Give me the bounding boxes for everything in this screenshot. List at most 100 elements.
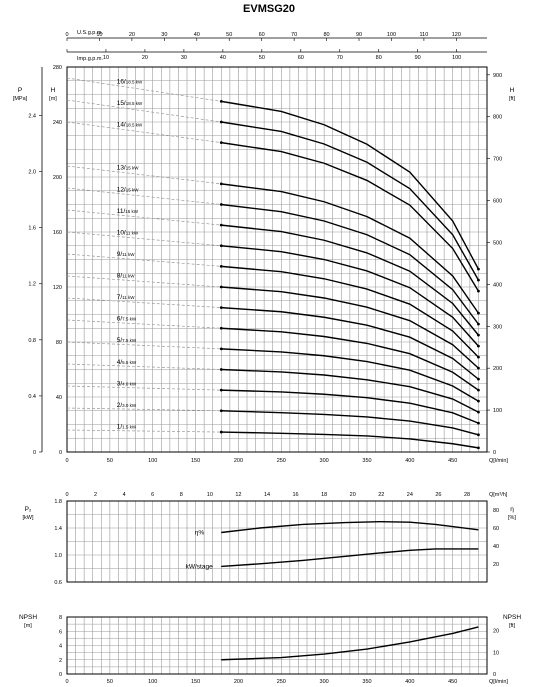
us-gpm-tick-label: 110: [420, 32, 429, 38]
curve-extension-stage-7: [66, 297, 222, 308]
head-curve-stage-14: [221, 141, 480, 292]
h-ft-tick-label: 800: [493, 115, 502, 121]
curve-extension-stage-16: [66, 77, 222, 102]
p-mpa-tick-label: 1.2: [28, 282, 36, 288]
head-curve-stage-13: [221, 183, 480, 314]
head-plot-frame: [66, 66, 488, 453]
m3h-tick-label: 2: [94, 492, 97, 498]
p-mpa-tick-label: 0.8: [28, 338, 36, 344]
curve-end-marker: [477, 289, 480, 293]
curve-end-marker: [477, 446, 480, 450]
h-ft-tick-label: 200: [493, 366, 502, 372]
curve-extension-stage-11: [66, 209, 222, 226]
p2-axis-label: P₂: [25, 506, 32, 513]
imp-gpm-tick-label: 60: [298, 55, 304, 61]
npsh-ft-tick-label: 10: [493, 650, 499, 656]
stage-label-11: 11/15 kW: [117, 208, 139, 215]
m3h-tick-label: 14: [264, 492, 270, 498]
head-curve-stage-16: [221, 100, 480, 270]
npsh-m-axis-unit: [m]: [24, 623, 32, 629]
us-gpm-tick-label: 120: [452, 32, 461, 38]
curve-end-marker: [477, 344, 480, 348]
curve-end-marker: [477, 410, 480, 414]
h-ft-axis-unit: [ft]: [509, 96, 516, 102]
h-m-tick-label: 240: [53, 120, 62, 126]
us-gpm-tick-label: 60: [259, 32, 265, 38]
npsh-m-axis-label: NPSH: [19, 614, 37, 621]
curve-start-marker: [219, 141, 223, 145]
curve-start-marker: [219, 409, 223, 413]
imp-gpm-axis-label: Imp.g.p.m.: [77, 56, 103, 62]
npsh-plot-frame: [66, 616, 488, 675]
curve-end-marker: [477, 355, 480, 359]
curve-end-marker: [477, 267, 480, 271]
h-m-tick-label: 280: [53, 65, 62, 71]
imp-gpm-tick-label: 10: [103, 55, 109, 61]
npsh-m-tick-label: 0: [59, 672, 62, 678]
p-mpa-tick-label: 2.4: [28, 113, 36, 119]
h-ft-tick-label: 300: [493, 324, 502, 330]
head-curve-stage-7: [221, 306, 479, 380]
head-curve-stage-2: [221, 410, 479, 436]
p2-tick-label: 1.4: [54, 526, 62, 532]
stage-label-9: 9/11 kW: [117, 251, 136, 258]
kw-stage-curve: [221, 548, 479, 568]
h-m-tick-label: 0: [59, 450, 62, 456]
imp-gpm-tick-label: 80: [376, 55, 382, 61]
m3h-tick-label: 20: [350, 492, 356, 498]
npsh-ft-tick-label: 20: [493, 629, 499, 635]
curve-end-marker: [477, 388, 480, 392]
eta-tick-label: 60: [493, 526, 499, 532]
m3h-tick-label: 16: [293, 492, 299, 498]
m3h-tick-label: 24: [407, 492, 413, 498]
head-curve-stage-3: [221, 389, 479, 424]
m3h-tick-label: 6: [151, 492, 154, 498]
curve-end-marker: [477, 278, 480, 282]
head-x-tick-label: 150: [191, 458, 200, 464]
npsh-x-tick-label: 100: [148, 679, 157, 685]
npsh-ft-axis-label: NPSH: [503, 614, 521, 621]
curve-extension-stage-14: [66, 121, 222, 143]
imp-gpm-tick-label: 30: [181, 55, 187, 61]
us-gpm-tick-label: 30: [161, 32, 167, 38]
h-m-tick-label: 40: [56, 395, 62, 401]
curve-start-marker: [219, 430, 223, 434]
head-x-axis-label: Q[l/min]: [489, 458, 508, 464]
m3h-tick-label: 12: [235, 492, 241, 498]
efficiency-power-chart: 0 2 4 6 8 10 12 14 16 18 20 22 24 26 28 Q[m³/h]0.61.01.…: [23, 492, 517, 586]
imp-gpm-tick-label: 70: [337, 55, 343, 61]
m3h-tick-label: 28: [464, 492, 470, 498]
npsh-x-tick-label: 300: [320, 679, 329, 685]
head-curve-stage-4: [221, 368, 479, 413]
head-x-tick-label: 250: [277, 458, 286, 464]
head-x-tick-label: 350: [362, 458, 371, 464]
us-gpm-tick-label: 10: [96, 32, 102, 38]
npsh-chart: 0 2 4 6 8 NPSH [m] 0 10 20 NPSH [ft] 0 50 100 150 200 250…: [19, 614, 521, 685]
h-m-tick-label: 80: [56, 340, 62, 346]
us-gpm-axis-label: U.S.g.p.m.: [77, 30, 103, 36]
us-gpm-tick-label: 90: [356, 32, 362, 38]
npsh-x-axis-label: Q[l/min]: [489, 679, 508, 685]
curve-extension-stage-8: [66, 275, 222, 288]
npsh-m-tick-label: 8: [59, 615, 62, 621]
npsh-ft-tick-label: 0: [493, 672, 496, 678]
curve-start-marker: [219, 326, 223, 330]
h-ft-tick-label: 700: [493, 157, 502, 163]
stage-label-10: 10/11 kW: [117, 229, 139, 236]
h-ft-tick-label: 100: [493, 408, 502, 414]
p-mpa-axis-unit: [MPa]: [13, 96, 28, 102]
eta-tick-label: 80: [493, 508, 499, 514]
eta-axis-label: η: [510, 506, 514, 513]
p-mpa-tick-label: 0: [33, 450, 36, 456]
head-curve-stage-10: [221, 245, 479, 347]
curve-start-marker: [219, 244, 223, 248]
head-x-tick-label: 50: [107, 458, 113, 464]
h-ft-tick-label: 500: [493, 240, 502, 246]
m3h-tick-label: 26: [435, 492, 441, 498]
m3h-axis-label: Q[m³/h]: [489, 492, 508, 498]
curve-extension-stage-15: [66, 99, 222, 123]
stage-label-5: 5/7.5 kW: [117, 337, 137, 344]
eta-tick-label: 40: [493, 544, 499, 550]
npsh-x-tick-label: 0: [65, 679, 68, 685]
